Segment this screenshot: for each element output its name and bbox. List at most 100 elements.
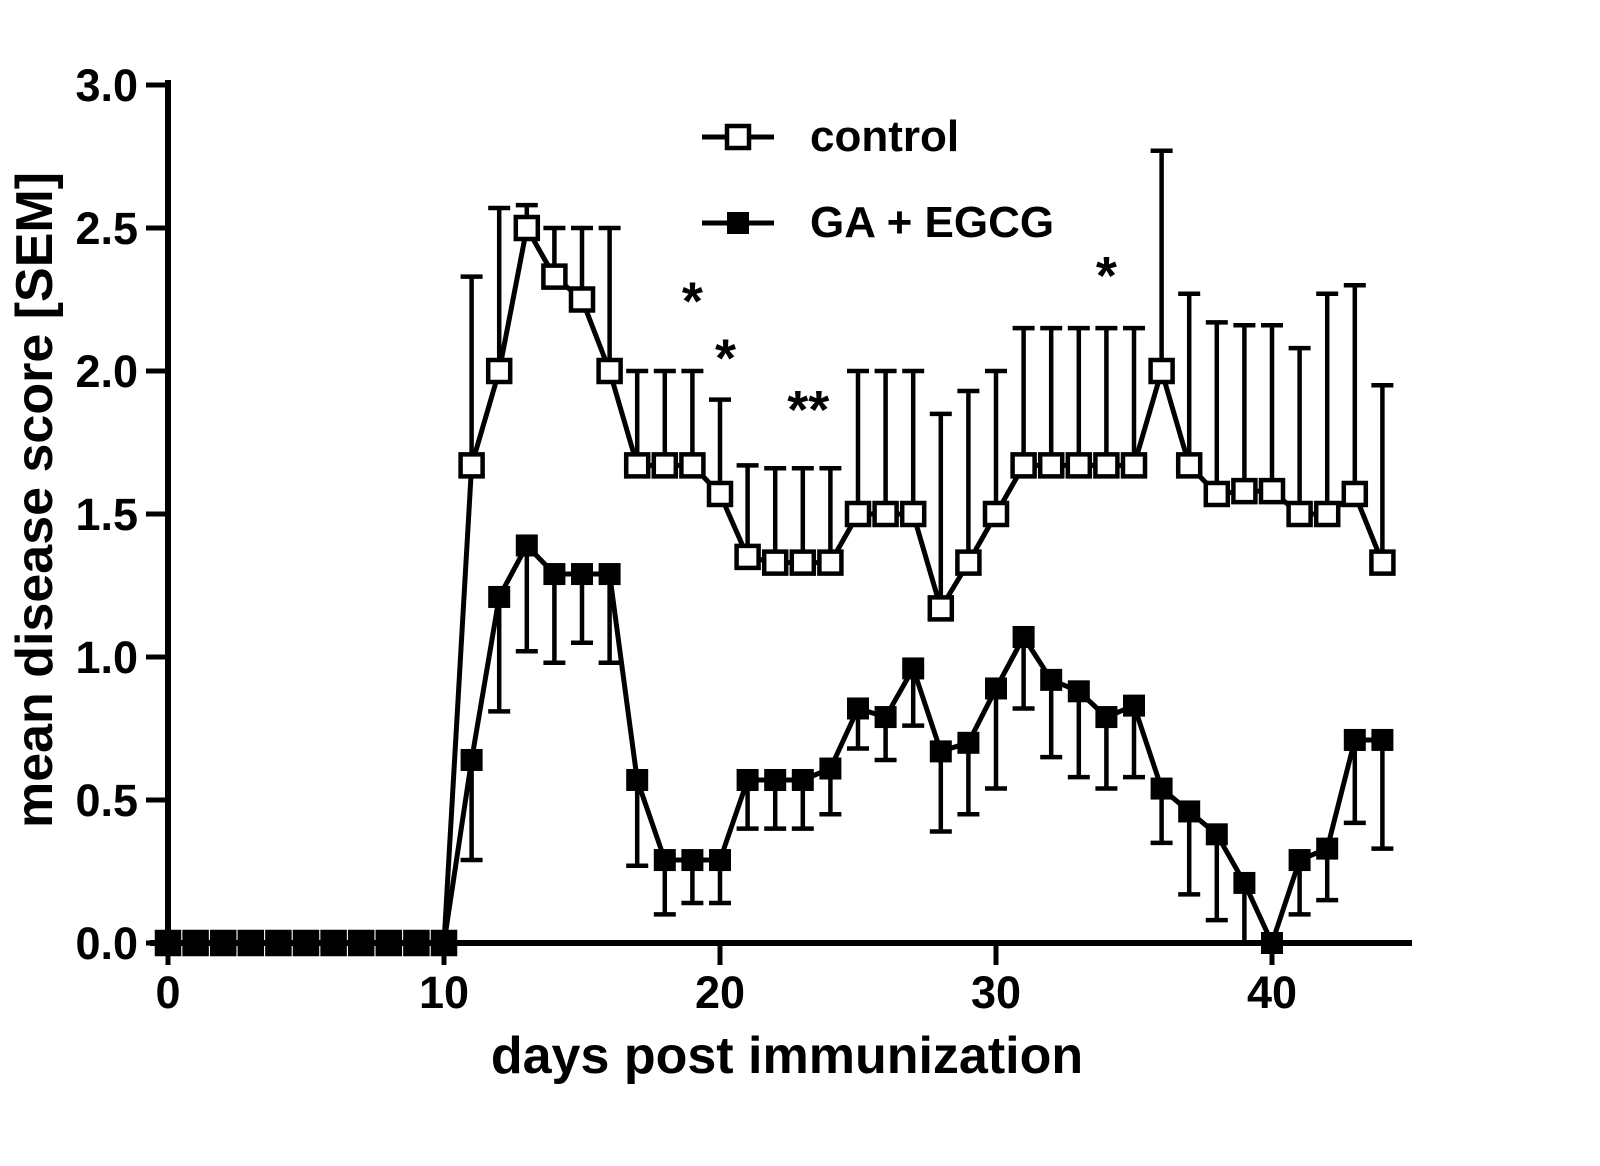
data-point-open-square bbox=[1037, 452, 1065, 479]
data-point-open-square bbox=[927, 595, 955, 622]
data-point-filled-square bbox=[709, 849, 731, 872]
legend-label-control: control bbox=[810, 112, 960, 161]
data-point-filled-square bbox=[736, 768, 759, 791]
data-point-open-square bbox=[1148, 357, 1175, 385]
x-tick-label: 40 bbox=[1247, 967, 1297, 1018]
legend-marker-open-square-icon bbox=[702, 123, 774, 151]
data-point-open-square bbox=[1313, 500, 1341, 528]
data-point-open-square bbox=[1175, 452, 1203, 479]
legend-marker-filled-square-icon bbox=[702, 212, 774, 234]
data-point-filled-square bbox=[571, 563, 593, 586]
data-point-open-square bbox=[568, 286, 596, 313]
y-tick-label: 2.0 bbox=[75, 346, 138, 397]
data-point-filled-square bbox=[1178, 800, 1201, 823]
legend-label-ga-egcg: GA + EGCG bbox=[810, 198, 1055, 247]
significance-asterisk: * bbox=[682, 272, 703, 332]
data-point-open-square bbox=[1010, 452, 1037, 479]
x-tick-label: 30 bbox=[971, 967, 1021, 1018]
data-point-filled-square bbox=[433, 932, 455, 954]
data-point-filled-square bbox=[681, 849, 704, 872]
data-point-filled-square bbox=[157, 932, 179, 954]
y-tick-label: 0.0 bbox=[75, 918, 138, 969]
data-point-open-square bbox=[596, 357, 623, 385]
significance-asterisk: ** bbox=[787, 380, 829, 440]
data-point-filled-square bbox=[626, 768, 649, 791]
data-point-open-square bbox=[679, 452, 706, 479]
data-point-filled-square bbox=[929, 740, 952, 763]
data-point-open-square bbox=[651, 452, 679, 479]
y-tick-label: 1.0 bbox=[75, 632, 138, 683]
data-point-open-square bbox=[458, 452, 485, 479]
x-tick-label: 0 bbox=[155, 967, 180, 1018]
data-point-filled-square bbox=[1233, 871, 1256, 894]
data-point-filled-square bbox=[515, 534, 538, 557]
data-point-filled-square bbox=[653, 849, 676, 872]
data-point-filled-square bbox=[1095, 706, 1118, 729]
data-point-filled-square bbox=[902, 657, 925, 680]
y-tick-label: 2.5 bbox=[75, 203, 138, 254]
significance-asterisk: * bbox=[715, 329, 736, 389]
data-point-filled-square bbox=[322, 932, 345, 954]
data-point-filled-square bbox=[1012, 625, 1035, 648]
series-line-0 bbox=[168, 220, 1385, 946]
data-point-open-square bbox=[872, 500, 899, 528]
data-point-filled-square bbox=[1067, 680, 1090, 703]
y-tick-label: 1.5 bbox=[75, 489, 138, 540]
data-point-filled-square bbox=[1150, 777, 1173, 800]
x-tick-label: 10 bbox=[419, 967, 469, 1018]
data-point-filled-square bbox=[543, 563, 566, 586]
data-point-filled-square bbox=[184, 932, 207, 954]
data-point-filled-square bbox=[212, 932, 235, 954]
data-point-open-square bbox=[817, 549, 844, 576]
data-point-filled-square bbox=[764, 768, 787, 791]
y-tick-label: 0.5 bbox=[75, 775, 138, 826]
data-point-filled-square bbox=[377, 932, 400, 954]
data-point-filled-square bbox=[267, 932, 290, 954]
data-point-open-square bbox=[1286, 500, 1313, 528]
data-point-filled-square bbox=[350, 932, 373, 954]
series-line-1 bbox=[168, 541, 1383, 950]
data-point-open-square bbox=[513, 214, 541, 242]
data-point-filled-square bbox=[1123, 694, 1145, 717]
chart-legend: control GA + EGCG bbox=[700, 112, 1054, 248]
data-point-filled-square bbox=[598, 563, 621, 586]
data-point-open-square bbox=[1093, 452, 1120, 479]
data-point-open-square bbox=[706, 480, 734, 508]
data-point-open-square bbox=[789, 549, 817, 576]
data-point-filled-square bbox=[1205, 823, 1228, 846]
data-point-open-square bbox=[1203, 480, 1231, 508]
data-point-open-square bbox=[1231, 477, 1258, 505]
data-point-open-square bbox=[1065, 452, 1093, 479]
data-point-filled-square bbox=[239, 932, 262, 954]
data-point-filled-square bbox=[847, 697, 869, 720]
data-point-open-square bbox=[734, 543, 761, 571]
data-point-open-square bbox=[1369, 549, 1396, 576]
data-point-filled-square bbox=[460, 748, 483, 771]
data-point-filled-square bbox=[1261, 932, 1283, 954]
data-point-filled-square bbox=[405, 932, 428, 954]
data-point-open-square bbox=[541, 263, 568, 290]
legend-item-ga-egcg: GA + EGCG bbox=[700, 198, 1054, 248]
data-point-open-square bbox=[1341, 480, 1369, 508]
data-point-filled-square bbox=[1316, 837, 1339, 860]
data-point-open-square bbox=[844, 500, 872, 528]
data-point-filled-square bbox=[1371, 728, 1394, 751]
legend-item-control: control bbox=[700, 112, 1054, 162]
data-point-filled-square bbox=[295, 932, 317, 954]
data-point-filled-square bbox=[1040, 668, 1063, 691]
data-point-filled-square bbox=[957, 731, 980, 754]
data-point-open-square bbox=[623, 452, 651, 479]
data-point-filled-square bbox=[874, 706, 897, 729]
y-tick-label: 3.0 bbox=[75, 60, 138, 111]
data-point-filled-square bbox=[985, 677, 1007, 700]
data-point-filled-square bbox=[819, 757, 842, 780]
data-point-open-square bbox=[955, 549, 982, 576]
significance-asterisk: * bbox=[1096, 246, 1117, 306]
data-point-open-square bbox=[982, 500, 1010, 528]
data-point-filled-square bbox=[1288, 849, 1311, 872]
data-point-open-square bbox=[1120, 452, 1148, 479]
data-point-open-square bbox=[761, 549, 789, 576]
x-tick-label: 20 bbox=[695, 967, 745, 1018]
